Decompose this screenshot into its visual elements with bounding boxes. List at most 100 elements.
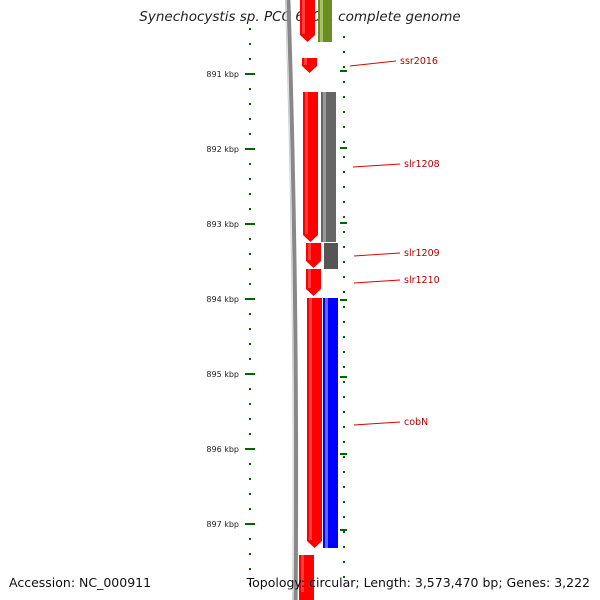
minor-tick <box>249 193 251 195</box>
gene-leader-line <box>352 163 401 168</box>
minor-tick <box>249 403 251 405</box>
blue-feature-shading <box>325 298 328 548</box>
outer-major-tick <box>340 70 347 72</box>
outer-minor-tick <box>343 36 345 38</box>
minor-tick <box>249 208 251 210</box>
outer-minor-tick <box>343 201 345 203</box>
backbone-highlight <box>284 0 294 600</box>
kbp-tick-label: 892 kbp <box>206 145 239 154</box>
minor-tick <box>249 478 251 480</box>
minor-tick <box>249 388 251 390</box>
minor-tick <box>249 328 251 330</box>
minor-tick <box>249 88 251 90</box>
outer-minor-tick <box>343 306 345 308</box>
grey-feature-small <box>324 243 338 269</box>
cds-shading <box>308 269 311 288</box>
gene-leader-line <box>353 421 401 426</box>
major-tick <box>245 298 255 300</box>
minor-tick <box>249 463 251 465</box>
outer-minor-tick <box>343 576 345 578</box>
minor-tick <box>249 58 251 60</box>
outer-minor-tick <box>343 81 345 83</box>
minor-tick <box>249 343 251 345</box>
minor-tick <box>249 133 251 135</box>
outer-minor-tick <box>343 366 345 368</box>
minor-tick <box>249 178 251 180</box>
outer-minor-tick <box>343 441 345 443</box>
gene-label-slr1210: slr1210 <box>404 275 440 286</box>
minor-tick <box>249 508 251 510</box>
cds-shading <box>302 0 305 34</box>
minor-tick <box>249 538 251 540</box>
outer-minor-tick <box>343 141 345 143</box>
outer-minor-tick <box>343 501 345 503</box>
gene-label-ssr2016: ssr2016 <box>400 56 438 67</box>
outer-minor-tick <box>343 426 345 428</box>
minor-tick <box>249 553 251 555</box>
gene-leader-line <box>353 279 401 284</box>
major-tick <box>245 523 255 525</box>
outer-minor-tick <box>343 246 345 248</box>
major-tick <box>245 373 255 375</box>
outer-minor-tick <box>343 261 345 263</box>
outer-minor-tick <box>343 351 345 353</box>
minor-tick <box>249 313 251 315</box>
outer-major-tick <box>340 147 347 149</box>
outer-minor-tick <box>343 186 345 188</box>
outer-minor-tick <box>343 471 345 473</box>
cds-shading <box>304 58 307 65</box>
outer-minor-tick <box>343 291 345 293</box>
map-title: Synechocystis sp. PCC 6803, complete gen… <box>139 9 461 25</box>
gene-label-cobn: cobN <box>404 417 428 428</box>
minor-tick <box>249 358 251 360</box>
outer-major-tick <box>340 222 347 224</box>
outer-major-tick <box>340 529 347 531</box>
gene-labels: ssr2016 slr1208 slr1209 slr1210 cobN <box>349 56 440 428</box>
minor-tick <box>249 493 251 495</box>
genome-stats: Topology: circular; Length: 3,573,470 bp… <box>246 575 590 590</box>
minor-tick <box>249 163 251 165</box>
outer-minor-tick <box>343 126 345 128</box>
gene-label-slr1208: slr1208 <box>404 159 440 170</box>
minor-tick <box>249 283 251 285</box>
feature-track <box>299 0 338 600</box>
kbp-ruler: 891 kbp 892 kbp 893 kbp 894 kbp 895 kbp 896 k… <box>206 28 347 585</box>
accession-label: Accession: NC_000911 <box>9 575 152 590</box>
outer-minor-tick <box>343 276 345 278</box>
minor-tick <box>249 253 251 255</box>
kbp-tick-label: 895 kbp <box>206 370 239 379</box>
minor-tick <box>249 118 251 120</box>
outer-minor-tick <box>343 171 345 173</box>
minor-tick <box>249 268 251 270</box>
outer-minor-tick <box>343 51 345 53</box>
outer-minor-tick <box>343 456 345 458</box>
minor-tick <box>249 433 251 435</box>
minor-tick <box>249 43 251 45</box>
outer-minor-tick <box>343 396 345 398</box>
minor-tick <box>249 28 251 30</box>
outer-minor-tick <box>343 111 345 113</box>
kbp-tick-label: 896 kbp <box>206 445 239 454</box>
outer-minor-tick <box>343 381 345 383</box>
outer-major-tick <box>340 299 347 301</box>
major-tick <box>245 148 255 150</box>
minor-tick <box>249 583 251 585</box>
gene-leader-line <box>349 60 397 67</box>
outer-major-tick <box>340 453 347 455</box>
major-tick <box>245 448 255 450</box>
outer-minor-tick <box>343 321 345 323</box>
cds-shading <box>309 298 312 540</box>
outer-minor-tick <box>343 486 345 488</box>
kbp-tick-label: 897 kbp <box>206 520 239 529</box>
outer-minor-tick <box>343 156 345 158</box>
major-tick <box>245 223 255 225</box>
cds-shading <box>301 555 304 592</box>
outer-minor-tick <box>343 516 345 518</box>
outer-minor-tick <box>343 66 345 68</box>
outer-major-tick <box>340 376 347 378</box>
outer-minor-tick <box>343 561 345 563</box>
outer-minor-tick <box>343 96 345 98</box>
outer-minor-tick <box>343 216 345 218</box>
backbone-line <box>286 0 299 600</box>
